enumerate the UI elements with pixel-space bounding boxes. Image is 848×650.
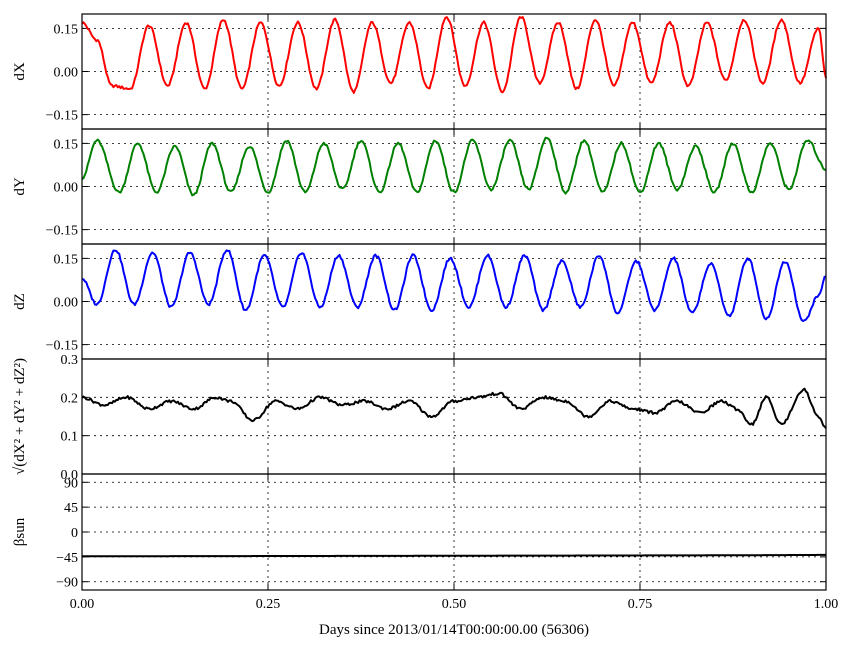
y-tick-label: 0.2	[61, 391, 79, 406]
y-tick-label: 0.3	[61, 353, 79, 368]
dx-panel: 0.15 0.00 −0.15 dX	[12, 13, 827, 130]
panel-frame	[81, 473, 827, 591]
dy-panel: 0.15 0.00 −0.15 dY	[12, 128, 827, 245]
y-tick-label: 0	[71, 526, 78, 541]
y-tick-label: −0.15	[46, 339, 78, 354]
magnitude-panel: 0.3 0.2 0.1 0.0 √(dX² + dY² + dZ²)	[12, 353, 827, 483]
y-tick-label: 0.00	[54, 66, 79, 81]
y-tick-label: −45	[56, 551, 78, 566]
y-tick-label: 0.15	[54, 252, 79, 267]
y-tick-label: −0.15	[46, 224, 78, 239]
data-series-line	[82, 553, 826, 558]
y-axis-label: dZ	[12, 293, 28, 310]
y-tick-label: 45	[64, 501, 78, 516]
x-tick-label: 0.25	[256, 597, 281, 612]
x-tick-label: 1.00	[814, 597, 839, 612]
beta-sun-panel: 90 45 0 −45 −90 βsun	[12, 473, 827, 591]
y-tick-label: 0.00	[54, 181, 79, 196]
y-axis-label: βsun	[12, 517, 28, 546]
x-tick-label: 0.75	[628, 597, 653, 612]
y-tick-label: 0.1	[61, 430, 79, 445]
y-axis-label: dX	[12, 62, 28, 81]
data-series-line	[81, 16, 827, 94]
y-tick-label: −0.15	[46, 109, 78, 124]
dz-panel: 0.15 0.00 −0.15 dZ	[12, 243, 827, 360]
data-series-line	[81, 387, 827, 429]
x-axis-label: Days since 2013/01/14T00:00:00.00 (56306…	[319, 622, 589, 638]
y-tick-label: 0.0	[61, 468, 79, 483]
y-axis-label: dY	[12, 177, 28, 196]
y-axis-label: √(dX² + dY² + dZ²)	[12, 358, 28, 475]
y-tick-label: 0.15	[54, 137, 79, 152]
data-series-line	[81, 136, 827, 197]
y-tick-label: 90	[64, 476, 78, 491]
y-tick-label: −90	[56, 576, 78, 591]
x-tick-label: 0.50	[442, 597, 467, 612]
x-tick-label: 0.00	[70, 597, 95, 612]
y-tick-label: 0.15	[54, 22, 79, 37]
data-series-line	[81, 249, 827, 322]
y-tick-label: 0.00	[54, 296, 79, 311]
